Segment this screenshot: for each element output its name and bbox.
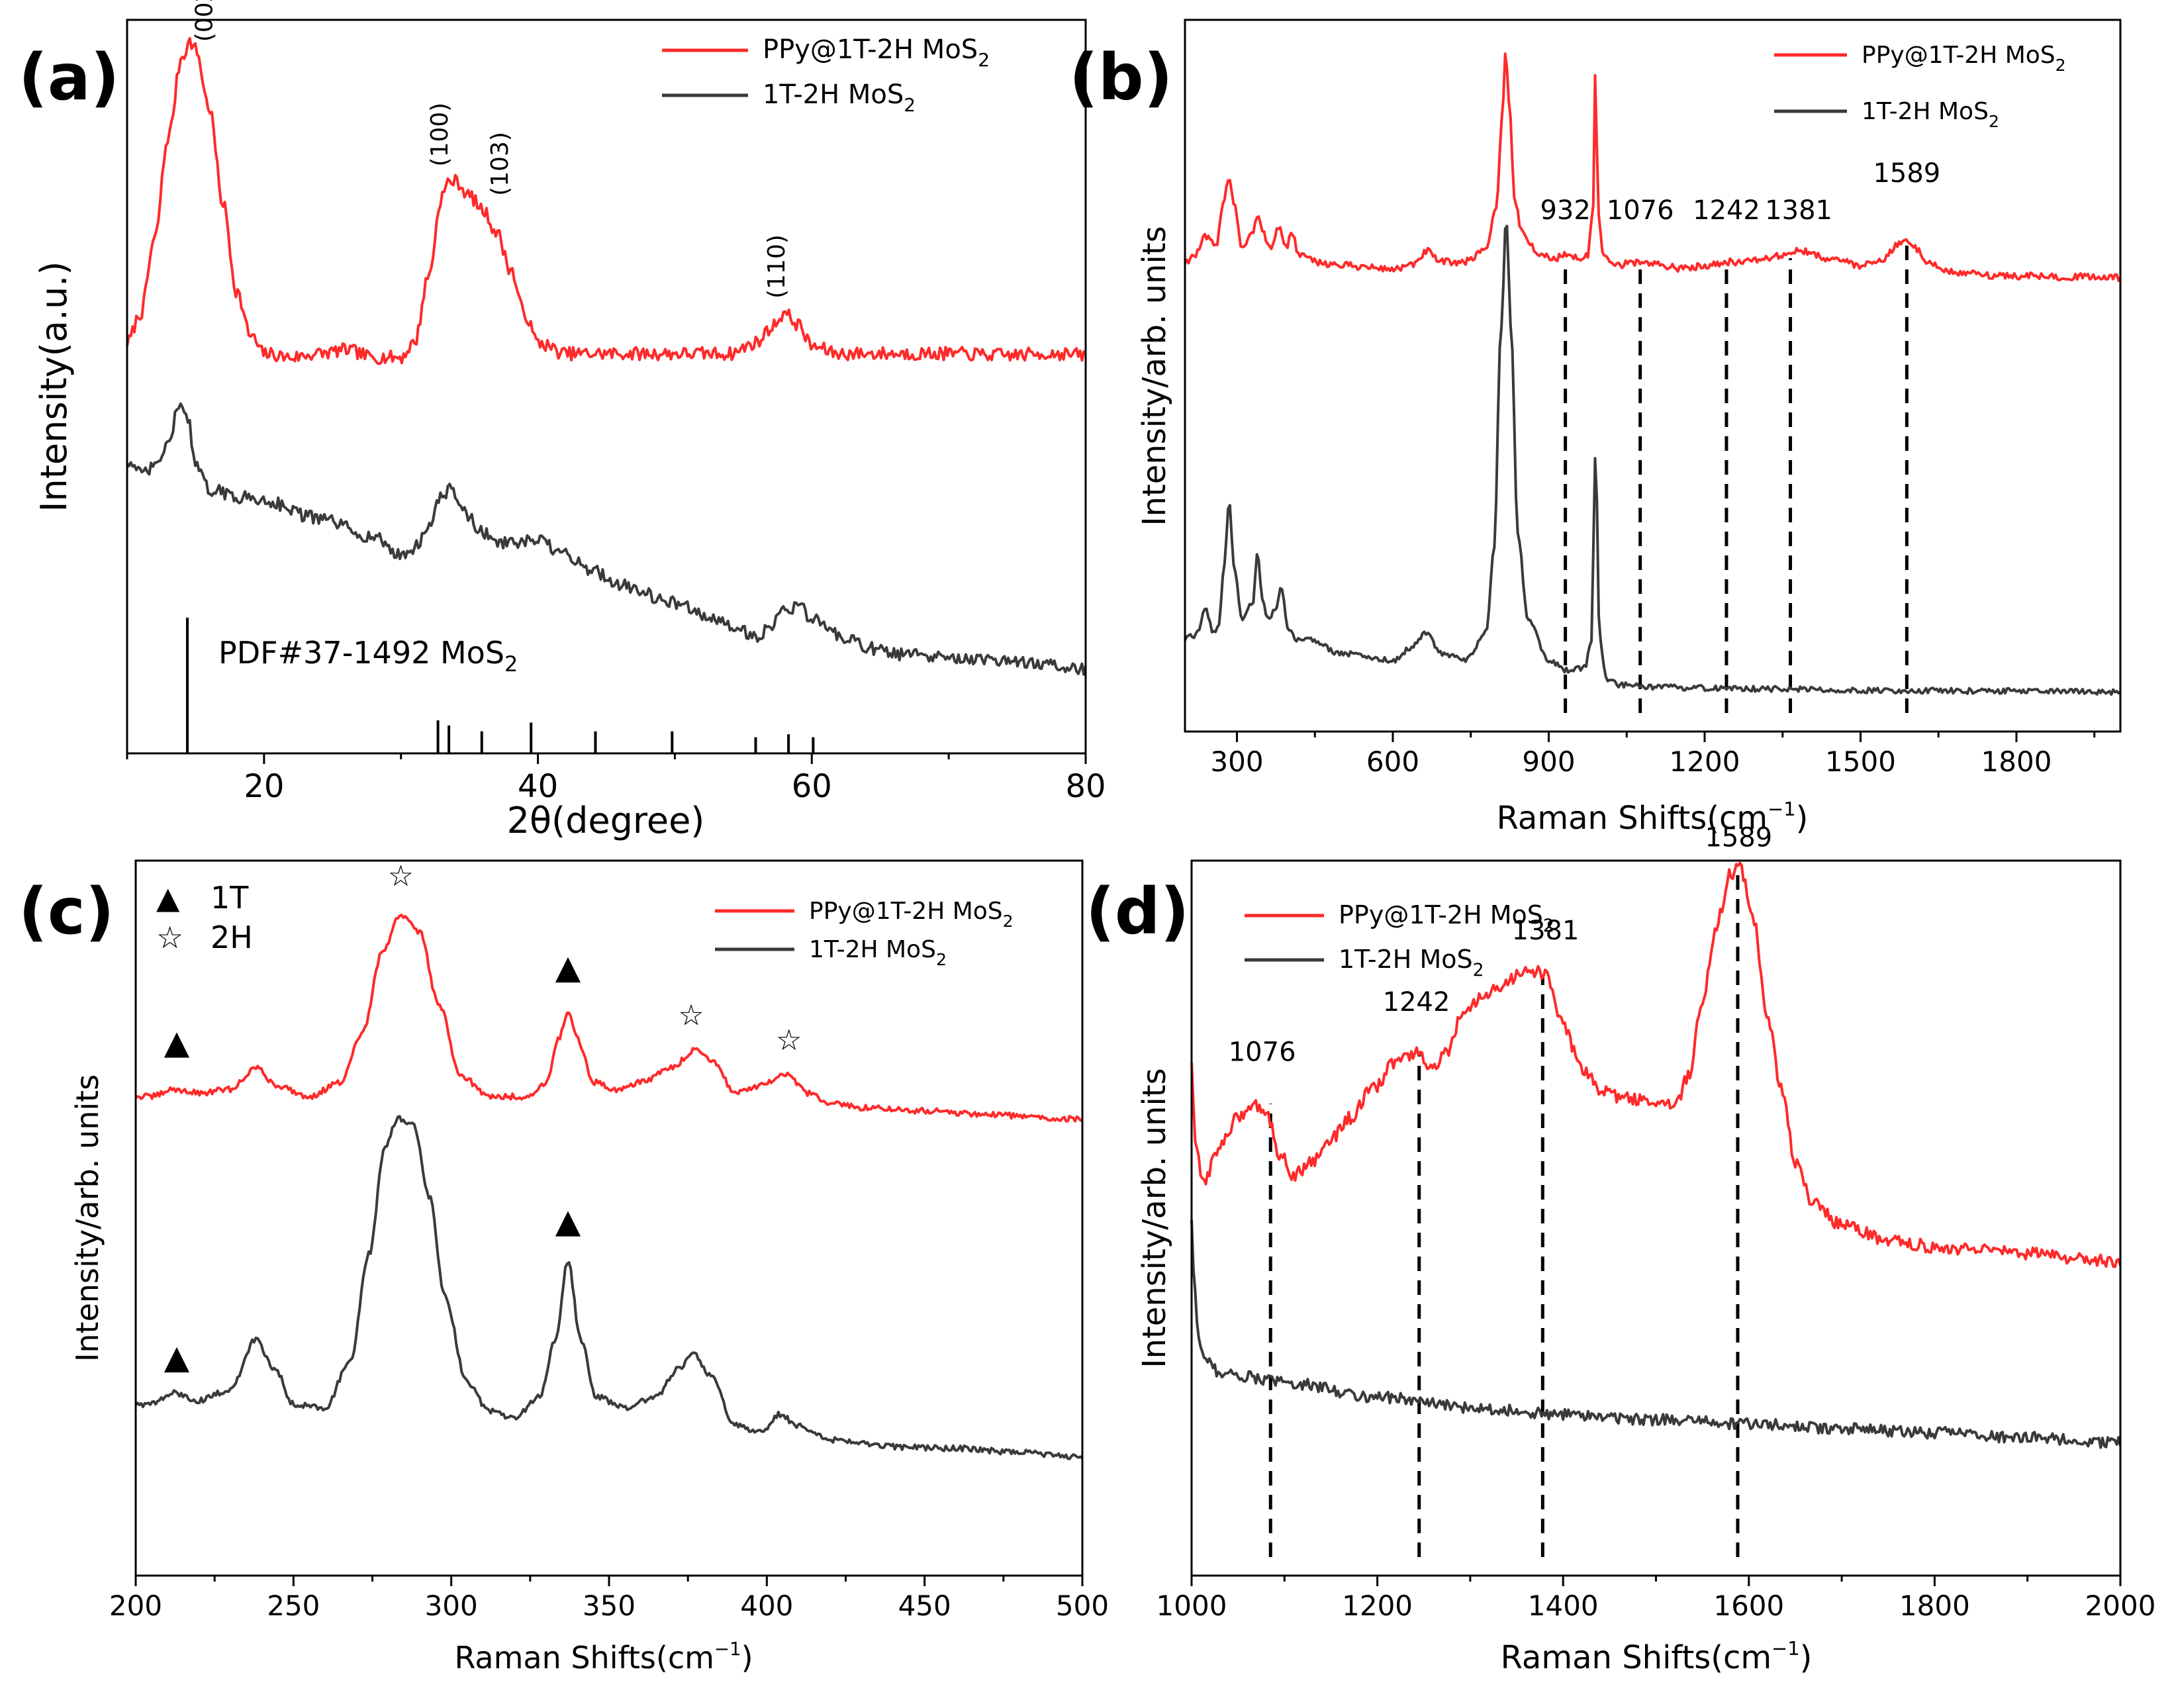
legend-label: 1T-2H MoS2 bbox=[1862, 98, 1999, 131]
series-line-ppy-mos2 bbox=[134, 914, 1083, 1123]
phase-1t-marker: ▲ bbox=[164, 1338, 190, 1376]
peak-annotation: 932 bbox=[1540, 195, 1590, 226]
series-line-ppy-mos2 bbox=[126, 36, 1086, 365]
y-axis-label: Intensity/arb. units bbox=[1136, 226, 1173, 526]
x-tick-label: 1200 bbox=[1670, 745, 1740, 778]
legend-label: PPy@1T-2H MoS2 bbox=[763, 34, 990, 71]
reference-label: PDF#37-1492 MoS2 bbox=[218, 635, 518, 677]
panel-a: (a) PDF#37-1492 MoS2 (002) (100) (103) (110) P… bbox=[19, 0, 1106, 841]
y-axis-label: Intensity/arb. units bbox=[1136, 1068, 1173, 1368]
phase-key-label: 1T bbox=[211, 880, 249, 916]
x-tick-label: 1800 bbox=[1981, 745, 2052, 778]
x-tick-label: 60 bbox=[792, 768, 832, 805]
x-tick-label: 1500 bbox=[1825, 745, 1896, 778]
plot-frame bbox=[1184, 19, 2122, 733]
x-tick-label: 350 bbox=[583, 1589, 636, 1622]
peak-annotation: (002) bbox=[191, 0, 218, 42]
peak-annotation: 1381 bbox=[1765, 195, 1832, 226]
series-line-mos2 bbox=[134, 1115, 1084, 1460]
phase-key-symbol: ☆ bbox=[156, 920, 183, 955]
phase-1t-marker: ▲ bbox=[555, 1202, 581, 1241]
x-tick-label: 400 bbox=[740, 1589, 793, 1622]
peak-annotation: 1076 bbox=[1607, 195, 1674, 226]
panel-label: (d) bbox=[1086, 875, 1189, 949]
phase-2h-marker: ☆ bbox=[678, 998, 704, 1032]
x-tick-label: 200 bbox=[109, 1589, 162, 1622]
series-line-mos2 bbox=[1184, 224, 2122, 696]
phase-key-label: 2H bbox=[211, 920, 253, 955]
x-tick-label: 600 bbox=[1366, 745, 1419, 778]
series-line-mos2 bbox=[126, 402, 1087, 676]
x-axis-label: Raman Shifts(cm−1) bbox=[1501, 1637, 1813, 1676]
x-tick-label: 250 bbox=[267, 1589, 320, 1622]
x-axis-label: Raman Shifts(cm−1) bbox=[454, 1638, 753, 1676]
x-tick-label: 40 bbox=[518, 768, 558, 805]
peak-annotation: 1076 bbox=[1229, 1037, 1296, 1067]
x-tick-label: 1800 bbox=[1899, 1589, 1970, 1622]
peak-annotation: 1242 bbox=[1693, 195, 1760, 226]
x-tick-label: 1200 bbox=[1342, 1589, 1413, 1622]
panel-label: (a) bbox=[19, 40, 120, 115]
x-tick-label: 300 bbox=[425, 1589, 478, 1622]
series-line-ppy-mos2 bbox=[1190, 861, 2122, 1268]
phase-1t-marker: ▲ bbox=[164, 1023, 190, 1062]
phase-2h-marker: ☆ bbox=[388, 859, 414, 893]
panel-c: (c) ▲ ☆ ▲ ☆ ☆ ▲ ▲ ▲ 1T ☆ 2H PPy@1T-2H MoS2 1T-2H MoS2… bbox=[19, 859, 1109, 1676]
peak-annotation: (110) bbox=[763, 234, 790, 299]
legend-label: PPy@1T-2H MoS2 bbox=[809, 898, 1014, 931]
x-tick-label: 450 bbox=[898, 1589, 951, 1622]
plot-frame bbox=[126, 19, 1087, 755]
y-axis-label: Intensity(a.u.) bbox=[33, 261, 75, 512]
panel-label: (c) bbox=[19, 875, 115, 949]
x-tick-label: 1600 bbox=[1713, 1589, 1784, 1622]
peak-annotation: 1242 bbox=[1383, 987, 1450, 1018]
legend-label: PPy@1T-2H MoS2 bbox=[1339, 900, 1554, 936]
x-tick-label: 500 bbox=[1056, 1589, 1109, 1622]
x-tick-label: 1400 bbox=[1528, 1589, 1599, 1622]
series-line-mos2 bbox=[1190, 1219, 2122, 1449]
panel-b: (b) 932 1076 1242 1381 1589 PPy@1T-2H MoS2 1T-2… bbox=[1069, 19, 2122, 837]
x-tick-label: 1000 bbox=[1157, 1589, 1227, 1622]
legend-label: 1T-2H MoS2 bbox=[1339, 945, 1484, 980]
peak-annotation: (103) bbox=[487, 132, 514, 196]
legend-label: PPy@1T-2H MoS2 bbox=[1862, 42, 2066, 75]
x-tick-label: 300 bbox=[1210, 745, 1263, 778]
y-axis-label: Intensity/arb. units bbox=[70, 1074, 105, 1362]
series-line-ppy-mos2 bbox=[1184, 52, 2122, 283]
legend-label: 1T-2H MoS2 bbox=[809, 936, 947, 969]
plot-frame bbox=[1190, 859, 2122, 1577]
panel-d: (d) 1076 1242 1381 1589 PPy@1T-2H MoS2 1T-2H M… bbox=[1086, 822, 2155, 1676]
peak-annotation: 1589 bbox=[1705, 822, 1772, 853]
x-tick-label: 2000 bbox=[2085, 1589, 2156, 1622]
phase-2h-marker: ☆ bbox=[776, 1023, 802, 1057]
x-axis-label: Raman Shifts(cm−1) bbox=[1497, 798, 1809, 837]
x-tick-label: 900 bbox=[1522, 745, 1575, 778]
phase-1t-marker: ▲ bbox=[555, 948, 581, 986]
peak-annotation: (100) bbox=[426, 103, 453, 167]
legend-label: 1T-2H MoS2 bbox=[763, 79, 916, 116]
panel-label: (b) bbox=[1069, 40, 1172, 115]
x-tick-label: 80 bbox=[1065, 768, 1106, 805]
x-tick-label: 20 bbox=[244, 768, 284, 805]
phase-key-symbol: ▲ bbox=[156, 880, 180, 916]
peak-annotation: 1381 bbox=[1512, 916, 1580, 946]
x-axis-label: 2θ(degree) bbox=[507, 800, 705, 841]
peak-annotation: 1589 bbox=[1873, 158, 1940, 189]
